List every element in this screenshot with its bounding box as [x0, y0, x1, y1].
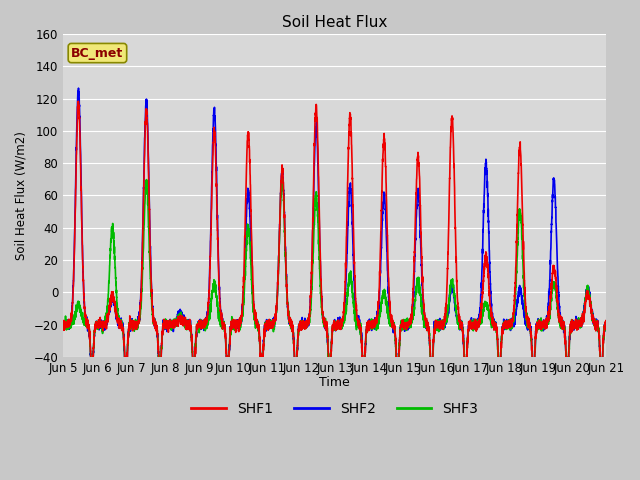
- Line: SHF2: SHF2: [63, 88, 607, 379]
- X-axis label: Time: Time: [319, 376, 350, 389]
- SHF2: [355, 324, 363, 329]
- SHF3: [172, 316, 180, 322]
- SHF2: [172, 321, 180, 327]
- SHF2: [60, 321, 67, 327]
- SHF1: [355, 318, 363, 324]
- Text: BC_met: BC_met: [71, 47, 124, 60]
- SHF2: [384, 275, 392, 280]
- SHF1: [511, 292, 518, 298]
- SHF2: [495, 376, 503, 382]
- SHF1: [384, 260, 392, 266]
- Line: SHF3: SHF3: [63, 178, 607, 377]
- SHF2: [603, 322, 611, 327]
- SHF1: [74, 98, 82, 104]
- SHF3: [355, 323, 363, 328]
- SHF3: [88, 374, 96, 380]
- SHF1: [394, 376, 401, 382]
- Line: SHF1: SHF1: [63, 101, 607, 379]
- SHF1: [60, 318, 67, 324]
- SHF1: [172, 318, 180, 324]
- SHF2: [75, 85, 83, 91]
- SHF3: [603, 326, 611, 332]
- SHF2: [511, 322, 518, 328]
- SHF1: [603, 320, 611, 326]
- SHF3: [484, 303, 492, 309]
- SHF2: [484, 191, 492, 196]
- Y-axis label: Soil Heat Flux (W/m2): Soil Heat Flux (W/m2): [15, 131, 28, 260]
- SHF3: [385, 313, 392, 319]
- SHF3: [60, 324, 67, 329]
- SHF3: [278, 175, 285, 181]
- SHF3: [525, 324, 532, 329]
- SHF2: [525, 319, 532, 325]
- SHF1: [484, 264, 492, 270]
- Legend: SHF1, SHF2, SHF3: SHF1, SHF2, SHF3: [186, 396, 484, 421]
- SHF1: [525, 316, 532, 322]
- Title: Soil Heat Flux: Soil Heat Flux: [282, 15, 387, 30]
- SHF3: [511, 307, 518, 313]
